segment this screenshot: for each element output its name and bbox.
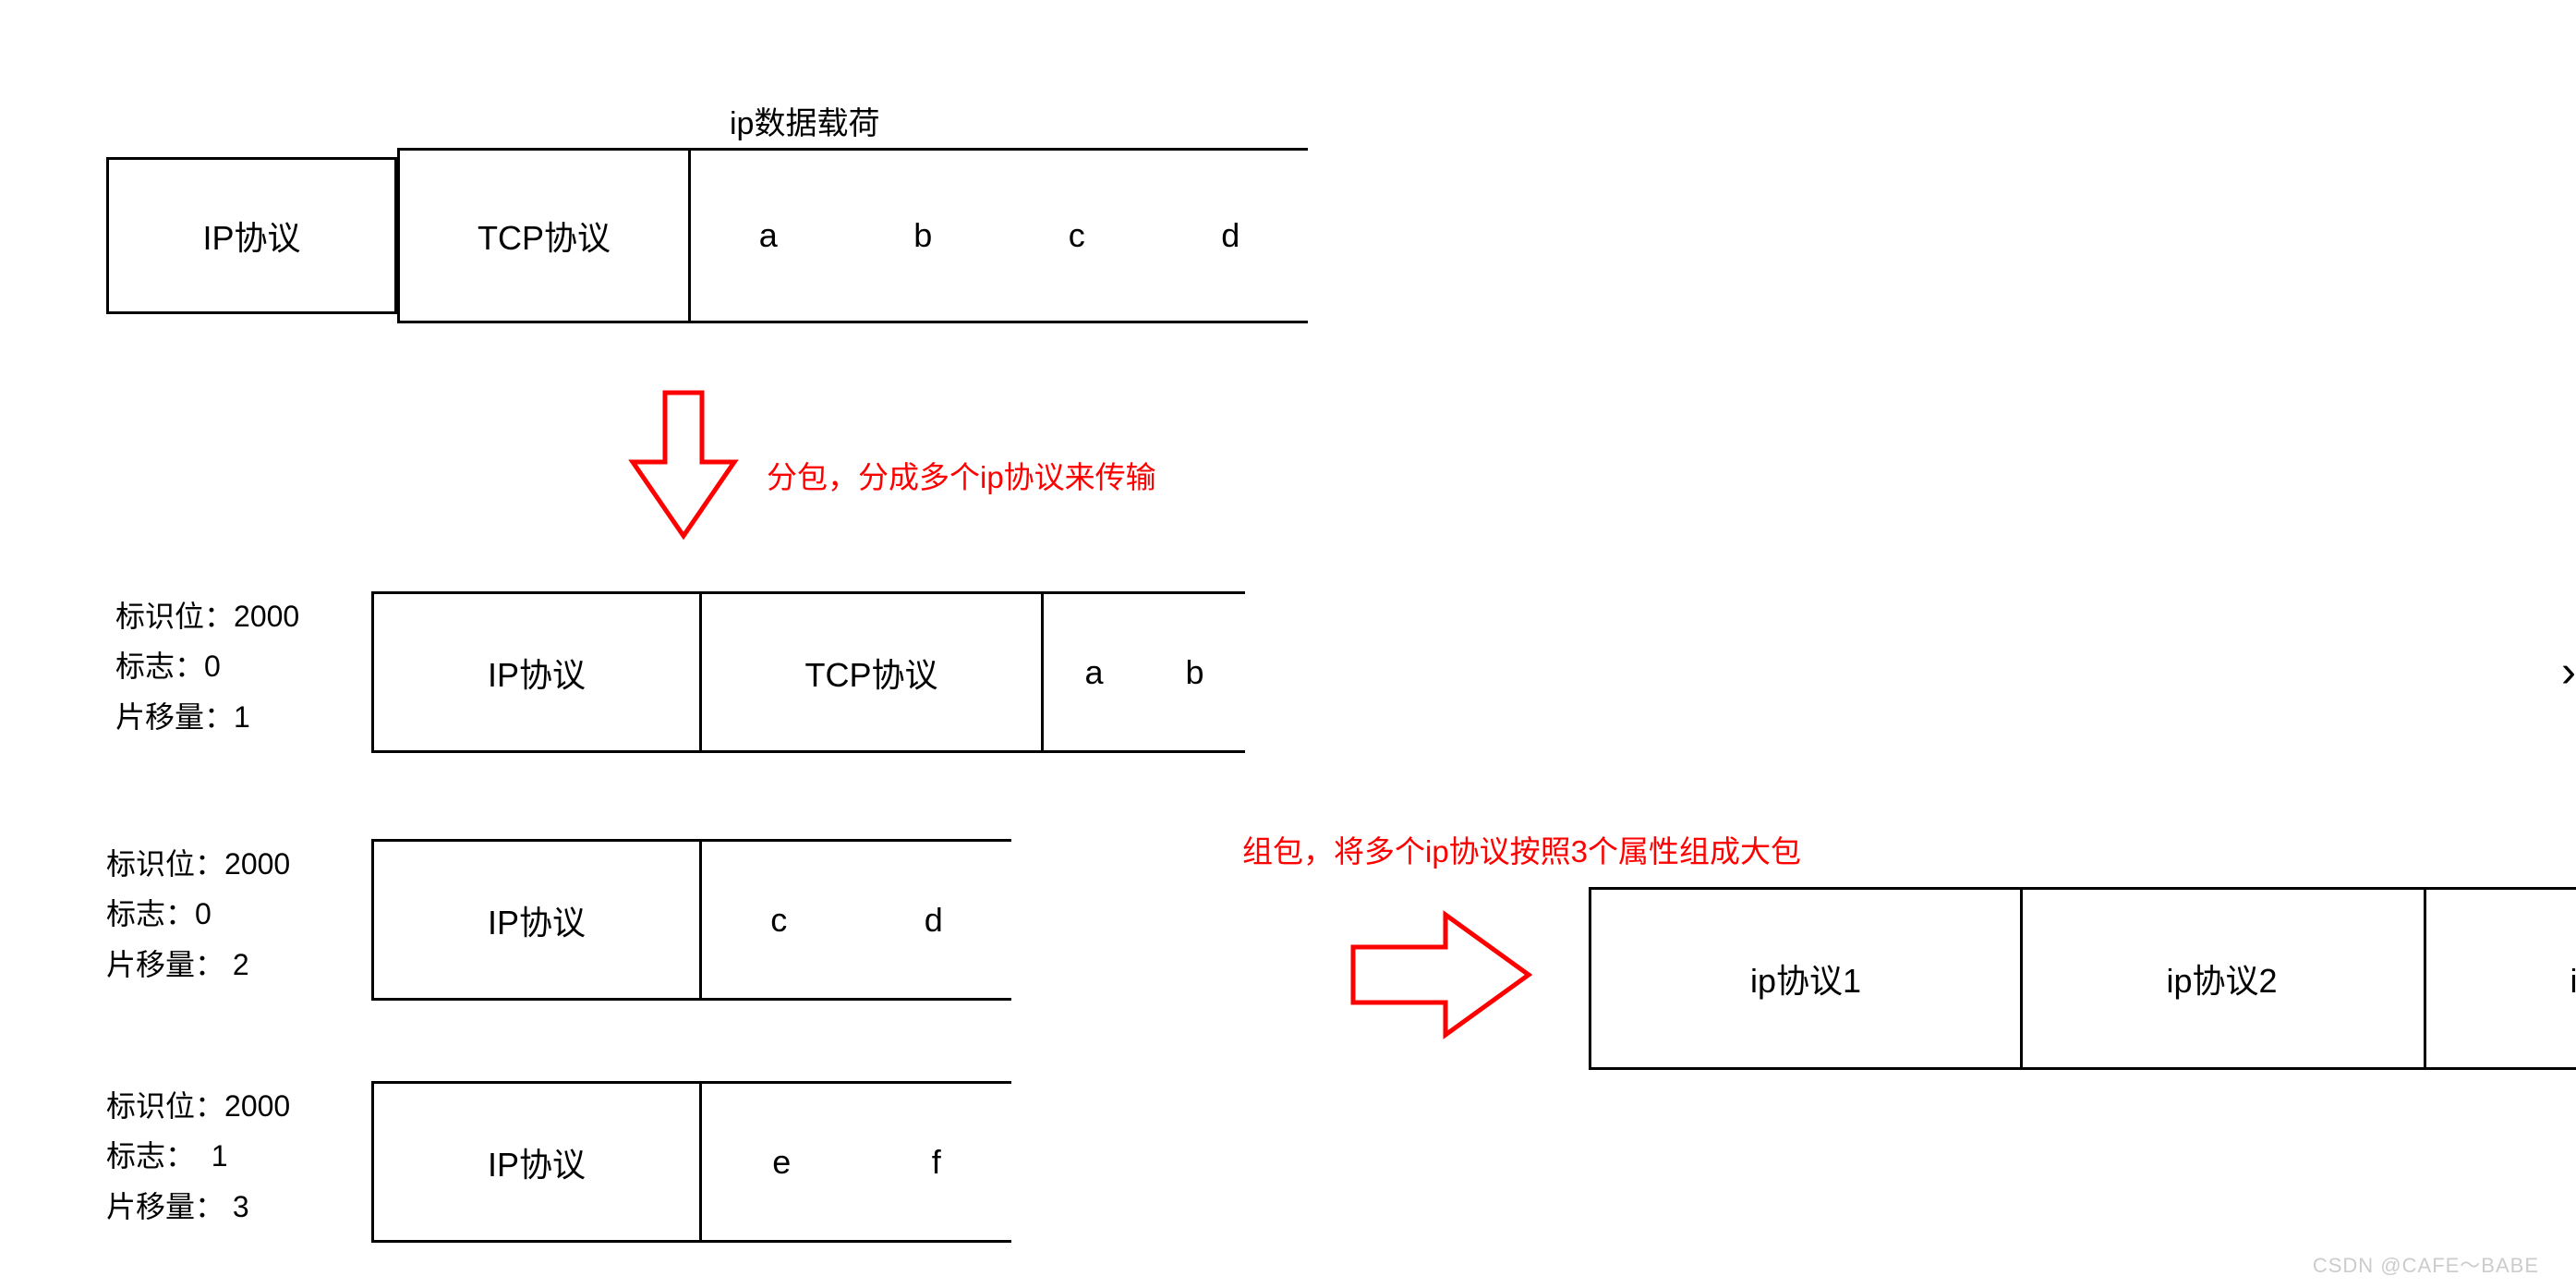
payload-title: ip数据载荷 — [730, 98, 879, 143]
reasm-label-1: ip协议1 — [1750, 954, 1861, 1002]
assemble-label: 组包，将多个ip协议按照3个属性组成大包 — [1242, 827, 1801, 871]
reasm-cell-3: ip协议3 — [2424, 887, 2576, 1070]
right-arrow-icon — [1344, 905, 1547, 1044]
top-data-c: c — [1069, 216, 1085, 255]
frag1-tcp-label: TCP协议 — [804, 649, 937, 697]
frag1-fields: 标识位：2000 标志：0 片移量：1 — [115, 591, 299, 742]
top-ip-header: IP协议 — [106, 157, 397, 314]
top-data-b: b — [913, 216, 932, 255]
frag3-ip: IP协议 — [371, 1081, 702, 1243]
reasm-label-3: ip协议3 — [2570, 954, 2576, 1002]
reasm-label-2: ip协议2 — [2166, 954, 2277, 1002]
reasm-cell-2: ip协议2 — [2020, 887, 2426, 1070]
frag3-data-f: f — [932, 1143, 941, 1182]
top-data-d: d — [1221, 216, 1240, 255]
frag2-data-c: c — [770, 901, 787, 940]
frag1-data: a b — [1044, 591, 1245, 753]
top-ip-label: IP协议 — [202, 212, 300, 260]
frag1-ip: IP协议 — [371, 591, 702, 753]
frag3-data-e: e — [772, 1143, 791, 1182]
split-label: 分包，分成多个ip协议来传输 — [767, 453, 1156, 497]
frag1-data-b: b — [1185, 653, 1203, 692]
frag2-ip-label: IP协议 — [488, 896, 586, 944]
frag1-tcp: TCP协议 — [702, 591, 1044, 753]
top-data-a: a — [759, 216, 778, 255]
frag2-fields: 标识位：2000 标志：0 片移量： 2 — [106, 839, 290, 990]
top-tcp-header: TCP协议 — [397, 148, 691, 323]
down-arrow-icon — [619, 388, 748, 545]
diagram-canvas: ip数据载荷 IP协议 TCP协议 a b c d 分包，分成多个ip协议来传输… — [0, 0, 2576, 1288]
watermark: CSDN @CAFE～BABE — [2313, 1249, 2539, 1279]
top-tcp-label: TCP协议 — [478, 212, 611, 260]
frag2-data: c d — [702, 839, 1011, 1001]
frag2-data-d: d — [925, 901, 943, 940]
chevron-right-icon: › — [2561, 647, 2576, 698]
frag1-ip-label: IP协议 — [488, 649, 586, 697]
reasm-cell-1: ip协议1 — [1589, 887, 2023, 1070]
frag3-data: e f — [702, 1081, 1011, 1243]
frag3-fields: 标识位：2000 标志： 1 片移量： 3 — [106, 1081, 290, 1232]
frag2-ip: IP协议 — [371, 839, 702, 1001]
top-payload: a b c d — [691, 148, 1308, 323]
frag3-ip-label: IP协议 — [488, 1138, 586, 1186]
frag1-data-a: a — [1084, 653, 1103, 692]
